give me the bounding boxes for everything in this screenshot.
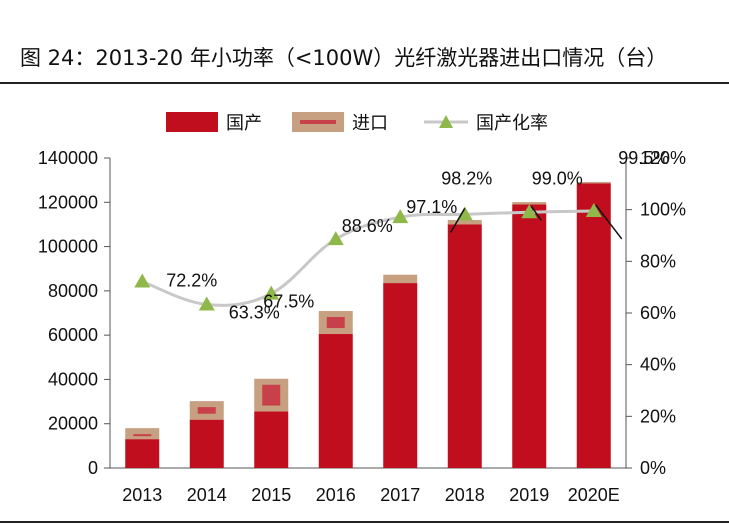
y-tick-label-right: 20% (640, 406, 676, 426)
rate-marker (198, 296, 215, 311)
bar-domestic (189, 419, 224, 468)
rate-data-label: 72.2% (166, 270, 217, 290)
x-tick-label: 2017 (380, 485, 420, 505)
y-tick-label-right: 80% (640, 251, 676, 271)
rate-marker (585, 202, 602, 217)
rate-data-label: 98.2% (441, 168, 492, 188)
x-tick-label: 2018 (445, 485, 485, 505)
rate-line (141, 209, 594, 307)
y-tick-label-left: 80000 (48, 281, 98, 301)
bar-domestic (383, 283, 418, 468)
rate-data-label: 63.3% (229, 302, 280, 322)
rate-data-label: 99.5% (618, 148, 669, 168)
bar-import-inner (326, 317, 345, 329)
y-tick-label-left: 100000 (38, 237, 98, 257)
y-tick-label-right: 120% (640, 148, 686, 168)
rate-marker (134, 273, 151, 288)
rate-data-label: 97.1% (406, 197, 457, 217)
bar-import (512, 202, 547, 205)
bar-domestic (254, 411, 289, 468)
x-tick-label: 2016 (316, 485, 356, 505)
bar-import (447, 220, 482, 225)
title-rule (0, 82, 729, 84)
y-tick-label-right: 0% (640, 458, 666, 478)
y-tick-label-right: 40% (640, 355, 676, 375)
bottom-rule (0, 521, 729, 523)
x-tick-label: 2013 (122, 485, 162, 505)
legend-label-import: 进口 (352, 113, 388, 133)
bar-import (383, 274, 418, 284)
bar-domestic (125, 439, 160, 468)
y-tick-label-left: 20000 (48, 414, 98, 434)
bar-domestic (447, 224, 482, 468)
bar-domestic (318, 334, 353, 468)
legend-label-domestic: 国产 (226, 113, 262, 133)
x-tick-label: 2014 (187, 485, 227, 505)
y-tick-label-left: 120000 (38, 192, 98, 212)
rate-label-leader (595, 204, 623, 240)
rate-label-leader (530, 205, 542, 221)
bar-import-inner (262, 384, 281, 406)
legend-swatch-domestic (166, 112, 218, 132)
rate-marker (263, 285, 280, 300)
y-tick-label-left: 40000 (48, 369, 98, 389)
rate-marker (392, 209, 409, 224)
bar-import-inner (133, 434, 152, 437)
y-tick-label-left: 0 (88, 458, 98, 478)
y-tick-label-left: 140000 (38, 148, 98, 168)
rate-marker (521, 204, 538, 219)
x-tick-label: 2015 (251, 485, 291, 505)
rate-data-label: 99.0% (532, 168, 583, 188)
bar-import-inner (197, 407, 216, 414)
bar-domestic (512, 204, 547, 468)
bar-import (576, 181, 611, 184)
rate-marker (327, 231, 344, 246)
legend-label-rate: 国产化率 (476, 113, 548, 133)
rate-data-label: 88.6% (342, 216, 393, 236)
rate-data-label: 67.5% (263, 292, 314, 312)
x-tick-label: 2019 (509, 485, 549, 505)
y-tick-label-left: 60000 (48, 325, 98, 345)
rate-marker (456, 206, 473, 221)
x-tick-label: 2020E (568, 485, 620, 505)
bar-import (125, 428, 160, 440)
legend-swatch-rate-marker (439, 115, 453, 128)
legend-swatch-import-inner (300, 120, 336, 124)
rate-label-leader (450, 207, 466, 233)
figure-title: 图 24：2013-20 年小功率（<100W）光纤激光器进出口情况（台） (20, 46, 668, 70)
bar-domestic (576, 183, 611, 468)
y-tick-label-right: 60% (640, 303, 676, 323)
y-tick-label-right: 100% (640, 200, 686, 220)
